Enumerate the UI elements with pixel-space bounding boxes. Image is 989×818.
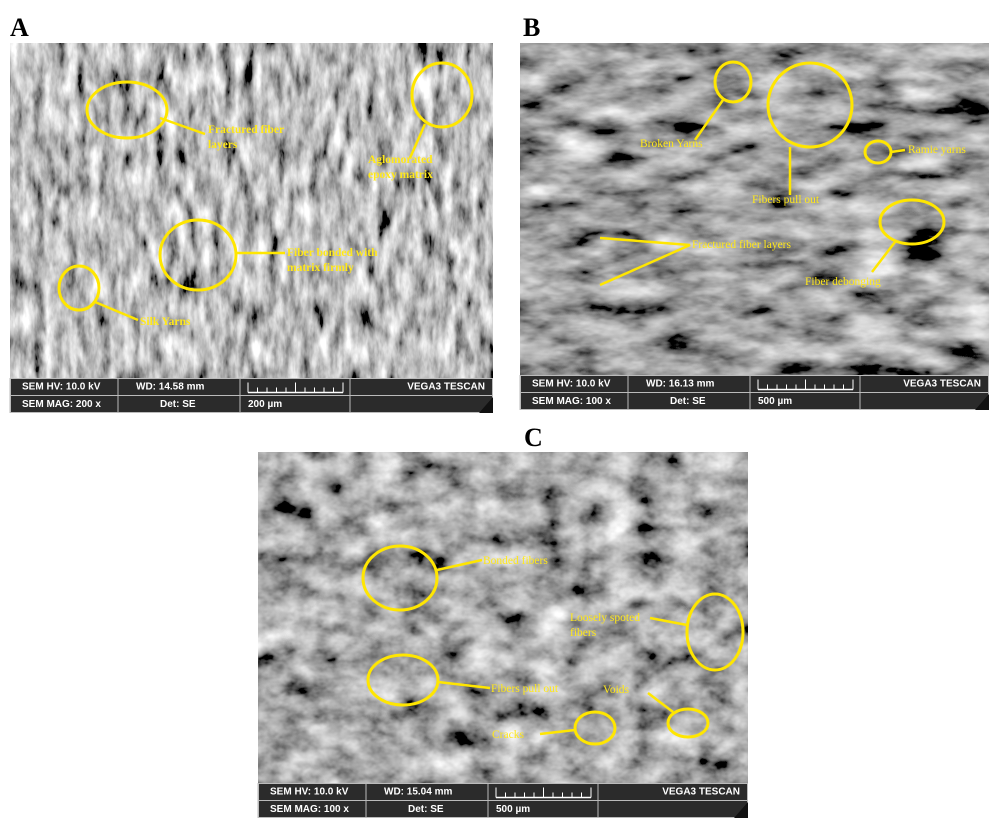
sem-panel: C Bonded fibers Loosely spoted fibers Fibers…	[258, 423, 748, 818]
info-brand: VEGA3 TESCAN	[903, 378, 981, 389]
annotation-text: fibers	[570, 627, 597, 639]
info-scale: 500 µm	[758, 396, 792, 407]
annotation-text: Fractured fiber	[208, 124, 284, 136]
annotation-text: epoxy matrix	[368, 169, 433, 181]
annotation-text: Silk Yarns	[140, 316, 191, 328]
info-scale: 500 µm	[496, 804, 530, 815]
annotation-text: Fiber debonging	[805, 276, 881, 288]
info-wd: WD: 14.58 mm	[136, 381, 204, 392]
info-brand: VEGA3 TESCAN	[662, 786, 740, 797]
sem-panel: A Fractured fiber layers Aglomorated epoxy m…	[10, 13, 493, 413]
sem-image	[10, 43, 493, 413]
info-wd: WD: 15.04 mm	[384, 786, 452, 797]
info-hv: SEM HV: 10.0 kV	[532, 378, 611, 389]
info-hv: SEM HV: 10.0 kV	[22, 381, 101, 392]
info-mag: SEM MAG: 100 x	[532, 396, 611, 407]
annotation-text: Bonded fibers	[483, 555, 548, 567]
annotation-text: Loosely spoted	[570, 612, 640, 624]
figure: A Fractured fiber layers Aglomorated epoxy m…	[0, 0, 989, 818]
sem-image	[520, 43, 989, 410]
info-det: Det: SE	[408, 804, 444, 815]
annotation-text: Cracks	[492, 729, 524, 741]
annotation-text: Broken Yarns	[640, 138, 703, 150]
annotation-text: Fractured fiber layers	[692, 239, 792, 251]
panel-label: C	[524, 423, 543, 452]
info-brand: VEGA3 TESCAN	[407, 381, 485, 392]
info-hv: SEM HV: 10.0 kV	[270, 786, 349, 797]
annotation-text: Fibers pull out	[752, 194, 820, 206]
info-wd: WD: 16.13 mm	[646, 378, 714, 389]
annotation-text: Voids	[603, 684, 630, 696]
sem-panel: B Broken Yarns Fibers pull out Ramie yarns F…	[520, 13, 989, 410]
annotation-text: Fibers pull out	[491, 683, 559, 695]
annotation-text: Aglomorated	[368, 154, 433, 166]
annotation-text: Ramie yarns	[908, 144, 966, 156]
info-mag: SEM MAG: 100 x	[270, 804, 349, 815]
annotation-text: matrix firmly	[287, 262, 354, 274]
annotation-text: Fiber bonded with	[287, 247, 378, 259]
sem-image	[258, 452, 748, 818]
info-det: Det: SE	[160, 399, 196, 410]
panel-label: B	[523, 13, 540, 42]
panel-label: A	[10, 13, 29, 42]
annotation-text: layers	[208, 139, 238, 151]
info-det: Det: SE	[670, 396, 706, 407]
info-scale: 200 µm	[248, 399, 282, 410]
info-mag: SEM MAG: 200 x	[22, 399, 101, 410]
